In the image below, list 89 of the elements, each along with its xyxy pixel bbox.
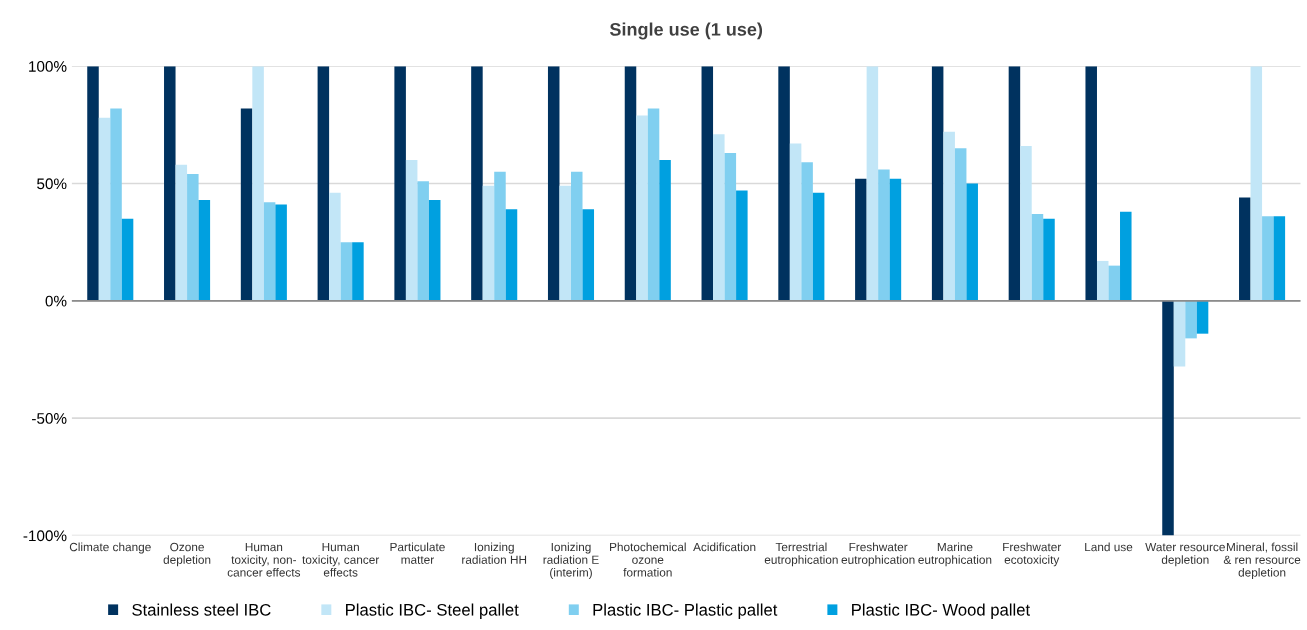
bar: [1008, 66, 1021, 301]
x-tick-label: Climate change: [69, 542, 151, 554]
bar: [1239, 197, 1251, 301]
bar: [878, 169, 890, 301]
bar: [1085, 66, 1097, 301]
bar: [252, 66, 264, 301]
y-tick-label: -100%: [23, 530, 67, 542]
bar: [889, 178, 902, 301]
y-tick-label: -50%: [32, 413, 67, 424]
bar: [966, 183, 978, 301]
bar: [98, 117, 111, 301]
y-tick-label: 0%: [45, 295, 67, 307]
x-tick-label: Marine eutrophication: [918, 542, 992, 567]
x-tick-label: Photochemical ozone formation: [610, 542, 686, 577]
bar: [505, 209, 518, 301]
bar: [494, 171, 506, 301]
bar: [1031, 214, 1044, 301]
bar: [855, 178, 867, 301]
bar: [1262, 216, 1274, 301]
bar: [1020, 145, 1032, 301]
bar: [1096, 260, 1109, 301]
x-tick-label: Ozone depletion: [163, 542, 211, 567]
chart-title: Single use (1 use): [609, 22, 763, 40]
bar: [428, 199, 441, 301]
legend-label: Plastic IBC- Plastic pallet: [593, 603, 778, 620]
bar: [778, 66, 790, 301]
bar: [110, 108, 122, 301]
bar: [352, 242, 364, 301]
x-tick-label: Ionizing radiation HH: [462, 542, 527, 564]
x-tick-label: Freshwater eutrophication: [841, 542, 915, 567]
x-tick-label: Terrestrial eutrophication: [764, 542, 838, 567]
bar: [87, 66, 99, 301]
legend-label: Plastic IBC- Steel pallet: [346, 603, 519, 620]
x-tick-label: Human toxicity, non- cancer effects: [227, 542, 301, 577]
bar: [582, 209, 595, 301]
y-tick-label: 100%: [29, 61, 67, 72]
bar: [340, 242, 353, 301]
bar: [789, 143, 802, 301]
bar: [121, 218, 134, 301]
bar: [571, 171, 583, 301]
bar: [187, 174, 199, 301]
bar: [1185, 300, 1197, 339]
bar: [647, 108, 660, 301]
bar: [275, 204, 287, 301]
x-tick-label: Water resource depletion: [1145, 542, 1225, 567]
x-tick-label: Freshwater ecotoxicity: [1003, 542, 1062, 567]
y-tick-label: 50%: [37, 178, 67, 190]
bar: [713, 134, 725, 301]
bar: [954, 148, 967, 301]
bar: [175, 164, 188, 301]
bar: [931, 66, 944, 301]
bar: [405, 160, 418, 301]
bar: [1108, 265, 1121, 301]
x-tick-label: Human toxicity, cancer effects: [302, 542, 380, 577]
bar: [701, 66, 714, 301]
x-tick-label: Ionizing radiation E (interim): [543, 542, 599, 579]
legend-label: Plastic IBC- Wood pallet: [852, 603, 1030, 620]
bar: [1250, 66, 1263, 301]
bar: [1162, 300, 1174, 536]
bar: [329, 192, 341, 301]
bar: [736, 190, 748, 301]
bar: [263, 202, 276, 301]
bar: [482, 185, 495, 301]
bar: [547, 66, 560, 301]
bar: [1173, 300, 1186, 367]
bar: [659, 160, 671, 301]
bar: [240, 108, 253, 301]
x-tick-label: Land use: [1085, 542, 1133, 552]
bar: [866, 66, 879, 301]
x-tick-label: Acidification: [693, 542, 756, 552]
bar: [943, 131, 955, 301]
bar: [724, 152, 737, 301]
bar: [164, 66, 176, 301]
bar: [636, 115, 648, 301]
bar: [198, 199, 211, 301]
bar: [1043, 218, 1055, 301]
x-tick-label: Particulate matter: [390, 542, 445, 564]
bar: [1120, 211, 1132, 301]
legend-label: Stainless steel IBC: [132, 603, 271, 616]
bar: [812, 192, 825, 301]
bar: [801, 162, 813, 301]
bar: [624, 66, 637, 301]
bar: [559, 185, 571, 301]
bar: [1273, 216, 1286, 301]
bar: [1196, 300, 1209, 334]
bar: [394, 66, 406, 301]
bar: [317, 66, 330, 301]
bar: [471, 66, 483, 301]
bar: [417, 181, 429, 301]
